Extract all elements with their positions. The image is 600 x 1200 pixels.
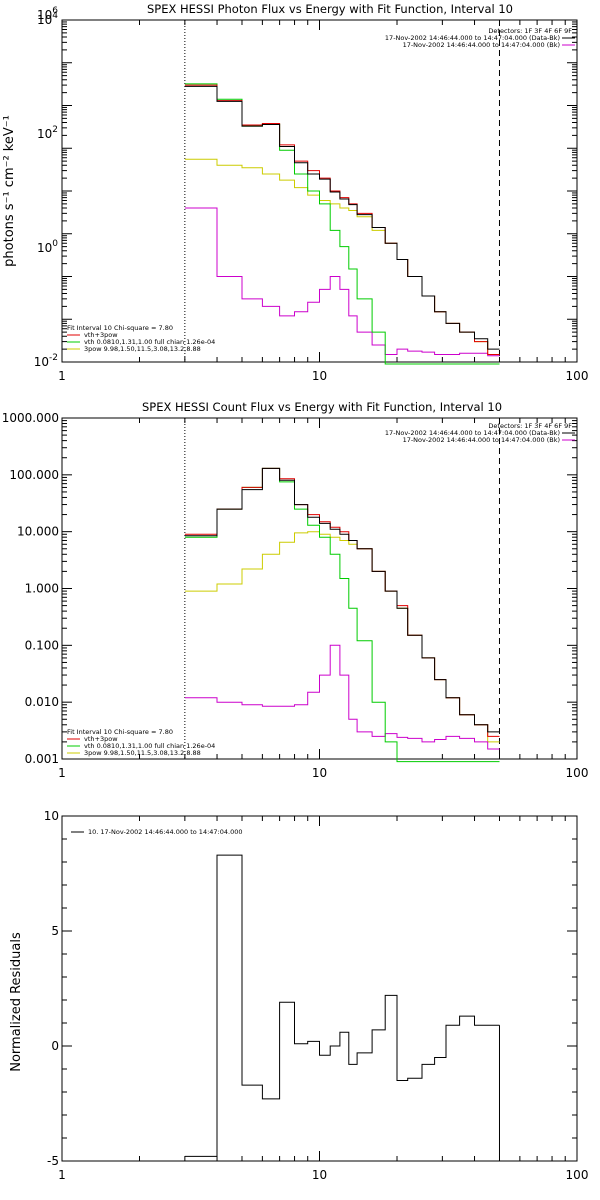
y-tick-label: 100.000	[9, 468, 59, 482]
vth-legend-text: vth 0.0810,1.31,1.00 full chian 1.26e-04	[84, 742, 215, 750]
background-series-line	[184, 644, 500, 750]
y-tick-label: 1000.000	[2, 411, 59, 425]
photon-detector-info: Detectors: 1F 3F 4F 6F 9F 17-Nov-2002 14…	[385, 27, 575, 49]
residuals-axis-ticks	[61, 815, 577, 1162]
photon-axis-ticks	[61, 20, 577, 363]
count-axis-ticks	[61, 418, 577, 760]
x-tick-label: 10	[312, 1168, 327, 1182]
fit-interval-text: Fit Interval 10 Chi-square = 7.80	[67, 324, 173, 332]
bk-interval-text: 17-Nov-2002 14:46:44.000 to 14:47:04.000…	[403, 41, 560, 49]
bpow-series-line	[184, 531, 500, 743]
residuals-series	[184, 854, 500, 1161]
y-tick-label: 0.001	[25, 752, 59, 766]
fit-interval-text: Fit Interval 10 Chi-square = 7.80	[67, 728, 173, 736]
total-legend-text: vth+3pow	[84, 735, 118, 743]
y-tick-label: 0.010	[25, 695, 59, 709]
residuals-y-axis-label: Normalized Residuals	[9, 932, 24, 1072]
residuals-y-tick-labels: -5 0 5 10	[44, 809, 59, 1168]
x-tick-label: 1	[58, 369, 66, 383]
total-legend-text: vth+3pow	[84, 331, 118, 339]
y-tick-label: 0	[51, 1039, 59, 1053]
photon-fit-info: Fit Interval 10 Chi-square = 7.80 vth+3p…	[67, 324, 215, 353]
residuals-series-line	[184, 854, 500, 1157]
detectors-text: Detectors: 1F 3F 4F 6F 9F	[488, 27, 572, 35]
y-tick-label: 0.100	[25, 638, 59, 652]
count-detector-info: Detectors: 1F 3F 4F 6F 9F 17-Nov-2002 14…	[385, 422, 575, 444]
x-tick-label: 100	[566, 1168, 589, 1182]
count-chart-title: SPEX HESSI Count Flux vs Energy with Fit…	[142, 400, 502, 414]
residuals-legend-text: 10. 17-Nov-2002 14:46:44.000 to 14:47:04…	[88, 828, 242, 836]
y-tick-label: 5	[51, 924, 59, 938]
count-flux-panel: SPEX HESSI Count Flux vs Energy with Fit…	[2, 400, 578, 766]
y-tick-label: 10.000	[17, 525, 59, 539]
vth-series-line	[184, 467, 500, 763]
data-series-line	[184, 467, 500, 733]
photon-y-tick-label: 102	[37, 125, 58, 141]
photon-y-axis-label: photons s⁻¹ cm⁻² keV⁻¹	[2, 115, 17, 267]
background-series-line	[184, 207, 500, 357]
photon-chart-title: SPEX HESSI Photon Flux vs Energy with Fi…	[147, 2, 513, 16]
vth-legend-text: vth 0.0810,1.31,1.00 full chian 1.26e-04	[84, 338, 215, 346]
photon-y-tick-label: 10-2	[34, 353, 58, 369]
bpow-legend-text: 3pow 9.98,1.50,11.5,3.08,13.2,8.88	[84, 345, 201, 353]
y-tick-label: 1.000	[25, 582, 59, 596]
detectors-text: Detectors: 1F 3F 4F 6F 9F	[488, 422, 572, 430]
photon-flux-panel: SPEX HESSI Photon Flux vs Energy with Fi…	[2, 2, 578, 369]
data-series-line	[184, 85, 500, 350]
residuals-panel: -5 0 5 10 Normalized Residuals 10. 17-Nov-2…	[9, 809, 578, 1168]
data-bk-interval-text: 17-Nov-2002 14:46:44.000 to 14:47:04.000…	[385, 429, 560, 437]
photon-series	[184, 20, 500, 365]
data-bk-interval-text: 17-Nov-2002 14:46:44.000 to 14:47:04.000…	[385, 34, 560, 42]
photon-y-tick-label: 100	[37, 239, 58, 255]
bpow-series-line	[184, 158, 500, 355]
y-tick-label: 10	[44, 809, 59, 823]
x-tick-label: 100	[566, 369, 589, 383]
x-tick-label: 100	[566, 766, 589, 780]
bk-interval-text: 17-Nov-2002 14:46:44.000 to 14:47:04.000…	[403, 436, 560, 444]
total-series-line	[184, 84, 500, 355]
x-tick-label: 1	[58, 1168, 66, 1182]
x-tick-labels: 1 10 100 1 10 100 1 10 100	[58, 369, 588, 1182]
x-tick-label: 1	[58, 766, 66, 780]
vth-series-line	[184, 83, 500, 365]
y-tick-label: -5	[47, 1154, 59, 1168]
count-y-tick-labels: 0.001 0.010 0.100 1.000 10.000 100.000 1000.00…	[2, 411, 59, 766]
x-tick-label: 10	[312, 369, 327, 383]
count-fit-info: Fit Interval 10 Chi-square = 7.80 vth+3p…	[67, 728, 215, 757]
bpow-legend-text: 3pow 9.98,1.50,11.5,3.08,13.2,8.88	[84, 749, 201, 757]
count-series	[184, 418, 500, 763]
x-tick-label: 10	[312, 766, 327, 780]
